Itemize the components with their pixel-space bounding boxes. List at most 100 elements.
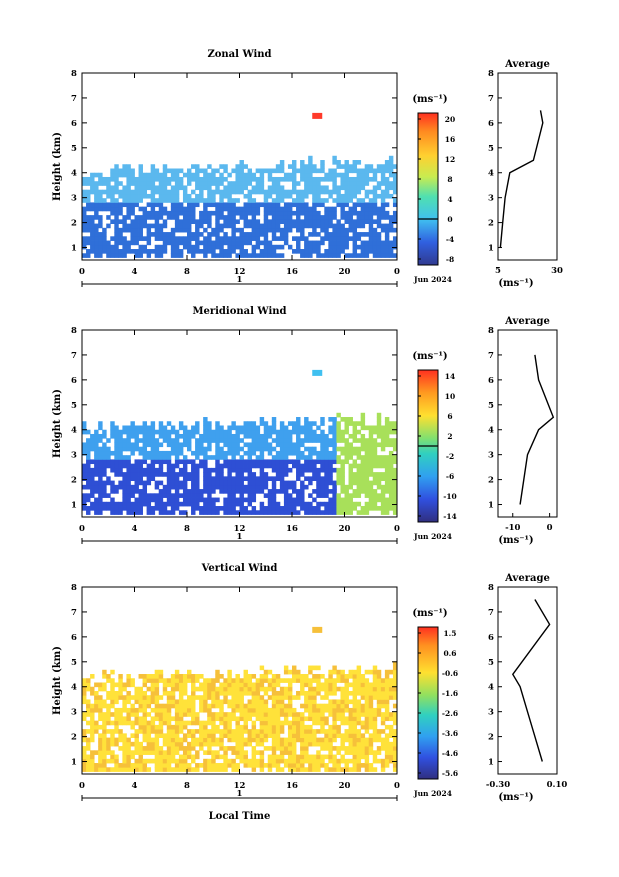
y-tick-label: 8 xyxy=(71,583,77,593)
heatmap-cell xyxy=(187,497,192,503)
heatmap-cell xyxy=(243,425,248,431)
heatmap-cell xyxy=(235,720,240,726)
heatmap-cell xyxy=(340,690,345,696)
y-axis-label: Height (km) xyxy=(52,389,63,458)
heatmap-cell xyxy=(158,678,164,683)
heatmap-cell xyxy=(243,758,248,764)
heatmap-cell xyxy=(150,467,156,473)
heatmap-cell xyxy=(170,733,176,738)
heatmap-cell xyxy=(275,729,281,734)
heatmap-cell xyxy=(191,686,196,692)
heatmap-cell xyxy=(215,506,220,511)
heatmap-cell xyxy=(207,763,212,768)
heatmap-cell xyxy=(219,476,224,481)
heatmap-cell xyxy=(195,202,200,208)
heatmap-cell xyxy=(388,754,394,760)
heatmap-cell xyxy=(372,455,378,460)
heatmap-cell xyxy=(308,754,313,760)
heatmap-cell xyxy=(191,690,196,696)
heatmap-cell xyxy=(316,219,321,224)
heatmap-cell xyxy=(328,510,333,515)
heatmap-cell xyxy=(296,215,301,220)
heatmap-cell xyxy=(239,185,244,191)
heatmap-cell xyxy=(146,750,152,755)
heatmap-cell xyxy=(320,442,325,448)
heatmap-cell xyxy=(380,716,386,722)
average-y-tick-label: 8 xyxy=(488,326,494,336)
heatmap-cell xyxy=(223,712,228,717)
heatmap-cell xyxy=(239,446,244,452)
average-y-tick-label: 1 xyxy=(488,758,494,768)
heatmap-cell xyxy=(199,510,204,515)
heatmap-cell xyxy=(191,172,196,178)
heatmap-cell xyxy=(150,202,156,208)
heatmap-cell xyxy=(380,729,386,734)
heatmap-cell xyxy=(364,463,370,469)
heatmap-cell xyxy=(219,472,224,477)
average-title: Average xyxy=(504,59,550,70)
x-tick-label: 8 xyxy=(184,781,190,791)
heatmap-cell xyxy=(122,185,127,191)
heatmap-cell xyxy=(126,682,131,688)
heatmap-cell xyxy=(170,215,176,220)
heatmap-cell xyxy=(174,720,180,726)
heatmap-cell xyxy=(162,750,168,755)
heatmap-cell xyxy=(195,674,200,679)
heatmap-cell xyxy=(203,450,208,456)
heatmap-cell xyxy=(255,219,261,224)
heatmap-cell xyxy=(114,716,119,722)
heatmap-cell xyxy=(320,686,325,692)
heatmap-cell xyxy=(158,703,164,709)
heatmap-cell xyxy=(312,249,317,254)
heatmap-cell xyxy=(304,438,309,443)
heatmap-cell xyxy=(215,467,220,473)
heatmap-cell xyxy=(372,172,378,178)
heatmap-cell xyxy=(90,219,95,224)
heatmap-cell xyxy=(271,716,277,722)
heatmap-cell xyxy=(235,733,240,738)
heatmap-cell xyxy=(86,510,91,515)
heatmap-cell xyxy=(102,429,107,435)
heatmap-cell xyxy=(178,737,184,743)
heatmap-cell xyxy=(86,754,91,760)
heatmap-cell xyxy=(372,497,378,503)
heatmap-cell xyxy=(203,720,208,726)
heatmap-cell xyxy=(255,703,261,709)
heatmap-cell xyxy=(211,232,216,237)
heatmap-cell xyxy=(199,741,204,747)
heatmap-cell xyxy=(300,438,305,443)
heatmap-cell xyxy=(392,227,398,233)
heatmap-cell xyxy=(126,223,131,229)
heatmap-cell xyxy=(364,699,370,705)
heatmap-cell xyxy=(215,750,220,755)
heatmap-cell xyxy=(332,729,337,734)
heatmap-cell xyxy=(231,467,236,473)
heatmap-cell xyxy=(94,763,99,768)
heatmap-cell xyxy=(300,733,305,738)
heatmap-cell xyxy=(231,767,236,772)
heatmap-cell xyxy=(219,164,224,169)
heatmap-cell xyxy=(187,198,192,203)
heatmap-cell xyxy=(271,493,277,498)
heatmap-cell xyxy=(134,737,139,743)
heatmap-cell xyxy=(239,724,244,730)
heatmap-cell xyxy=(267,433,273,439)
heatmap-cell xyxy=(360,480,366,486)
heatmap-cell xyxy=(114,232,119,237)
heatmap-cell xyxy=(146,176,152,182)
heatmap-cell xyxy=(122,240,127,246)
heatmap-cell xyxy=(235,763,240,768)
heatmap-cell xyxy=(154,758,160,764)
heatmap-cell xyxy=(150,223,156,229)
heatmap-cell xyxy=(328,674,333,679)
heatmap-cell xyxy=(263,746,269,751)
heatmap-cell xyxy=(384,716,390,722)
heatmap-cell xyxy=(372,506,378,511)
heatmap-cell xyxy=(352,703,358,709)
heatmap-cell xyxy=(324,450,329,456)
heatmap-cell xyxy=(130,425,135,431)
heatmap-cell xyxy=(182,189,188,195)
heatmap-cell xyxy=(332,699,337,705)
heatmap-cell xyxy=(170,467,176,473)
heatmap-cell xyxy=(267,682,273,688)
